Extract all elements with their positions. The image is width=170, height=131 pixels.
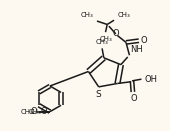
Text: O: O (113, 29, 119, 38)
Text: NH: NH (130, 45, 143, 54)
Text: CH₃: CH₃ (96, 39, 108, 45)
Text: CH₃: CH₃ (99, 36, 112, 42)
Text: OH: OH (145, 75, 158, 84)
Text: O: O (130, 94, 137, 103)
Text: CH₃: CH₃ (28, 109, 41, 115)
Text: S: S (96, 90, 101, 99)
Text: CH₃: CH₃ (81, 12, 94, 18)
Text: CH₃: CH₃ (21, 109, 34, 115)
Text: CH₃: CH₃ (117, 12, 130, 18)
Text: O: O (41, 107, 47, 116)
Text: O: O (30, 107, 37, 116)
Text: O: O (141, 36, 148, 45)
